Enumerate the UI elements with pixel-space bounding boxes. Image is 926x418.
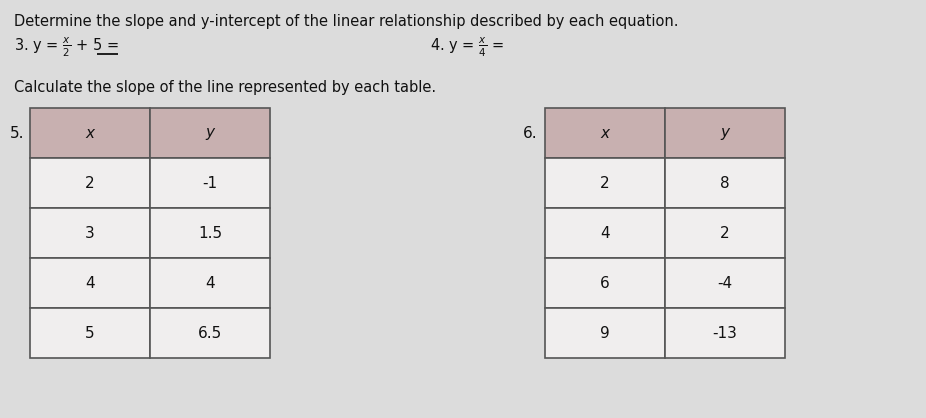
Bar xyxy=(150,108,270,158)
Text: 1.5: 1.5 xyxy=(198,225,222,240)
Text: y: y xyxy=(206,125,215,140)
Text: -4: -4 xyxy=(718,275,732,291)
Text: 3. y = $\frac{x}{2}$ + 5 =: 3. y = $\frac{x}{2}$ + 5 = xyxy=(14,36,119,59)
Bar xyxy=(150,158,270,208)
Bar xyxy=(30,208,150,258)
Text: -1: -1 xyxy=(203,176,218,191)
Text: 5.: 5. xyxy=(10,125,24,140)
Bar xyxy=(665,208,785,258)
Text: 2: 2 xyxy=(600,176,610,191)
Bar xyxy=(30,308,150,358)
Text: Calculate the slope of the line represented by each table.: Calculate the slope of the line represen… xyxy=(14,80,436,95)
Text: y: y xyxy=(720,125,730,140)
Bar xyxy=(150,308,270,358)
Bar xyxy=(665,158,785,208)
Text: Determine the slope and y-intercept of the linear relationship described by each: Determine the slope and y-intercept of t… xyxy=(14,14,679,29)
Bar xyxy=(545,208,665,258)
Bar xyxy=(665,258,785,308)
Text: 8: 8 xyxy=(720,176,730,191)
Bar xyxy=(665,308,785,358)
Text: 6: 6 xyxy=(600,275,610,291)
Text: 3: 3 xyxy=(85,225,94,240)
Text: 4. y = $\frac{x}{4}$ =: 4. y = $\frac{x}{4}$ = xyxy=(430,36,505,59)
Text: 2: 2 xyxy=(85,176,94,191)
Text: 6.5: 6.5 xyxy=(198,326,222,341)
Bar xyxy=(30,258,150,308)
Bar xyxy=(545,258,665,308)
Text: 4: 4 xyxy=(600,225,610,240)
Text: 6.: 6. xyxy=(523,125,538,140)
Bar xyxy=(665,108,785,158)
Text: 4: 4 xyxy=(85,275,94,291)
Bar xyxy=(150,258,270,308)
Text: -13: -13 xyxy=(713,326,737,341)
Bar xyxy=(545,108,665,158)
Bar xyxy=(545,308,665,358)
Text: 4: 4 xyxy=(206,275,215,291)
Text: 2: 2 xyxy=(720,225,730,240)
Bar xyxy=(545,158,665,208)
Bar xyxy=(30,158,150,208)
Bar xyxy=(150,208,270,258)
Text: x: x xyxy=(85,125,94,140)
Text: x: x xyxy=(600,125,609,140)
Bar xyxy=(30,108,150,158)
Text: 9: 9 xyxy=(600,326,610,341)
Text: 5: 5 xyxy=(85,326,94,341)
